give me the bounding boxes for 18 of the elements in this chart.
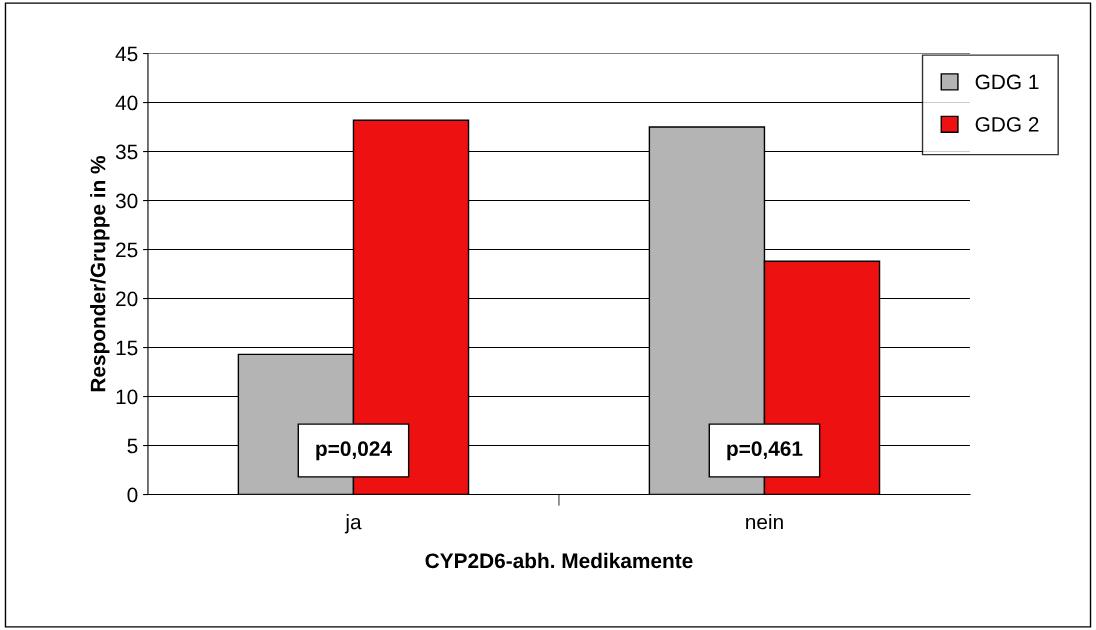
y-tick-label: 5 — [127, 438, 138, 454]
y-tick-label: 30 — [115, 193, 138, 209]
annotation: p=0,461 — [727, 441, 803, 461]
legend-label: GDG 2 — [975, 117, 1039, 132]
y-tick-label: 45 — [115, 46, 138, 62]
y-axis-title: Responder/Gruppe in % — [90, 155, 110, 392]
y-tick-label: 40 — [115, 95, 138, 111]
y-tick-label: 15 — [116, 340, 138, 356]
y-tick-label: 20 — [116, 291, 138, 307]
x-tick-label: ja — [344, 513, 362, 534]
x-tick-label: nein — [746, 513, 783, 530]
y-tick-label: 10 — [116, 389, 138, 405]
x-axis-title: CYP2D6-abh. Medikamente — [425, 552, 693, 569]
legend-label: GDG 1 — [975, 74, 1039, 90]
y-tick-label: 0 — [127, 487, 138, 503]
annotation: p=0,024 — [316, 441, 392, 461]
y-tick-label: 35 — [115, 144, 138, 160]
y-tick-label: 25 — [116, 242, 138, 258]
